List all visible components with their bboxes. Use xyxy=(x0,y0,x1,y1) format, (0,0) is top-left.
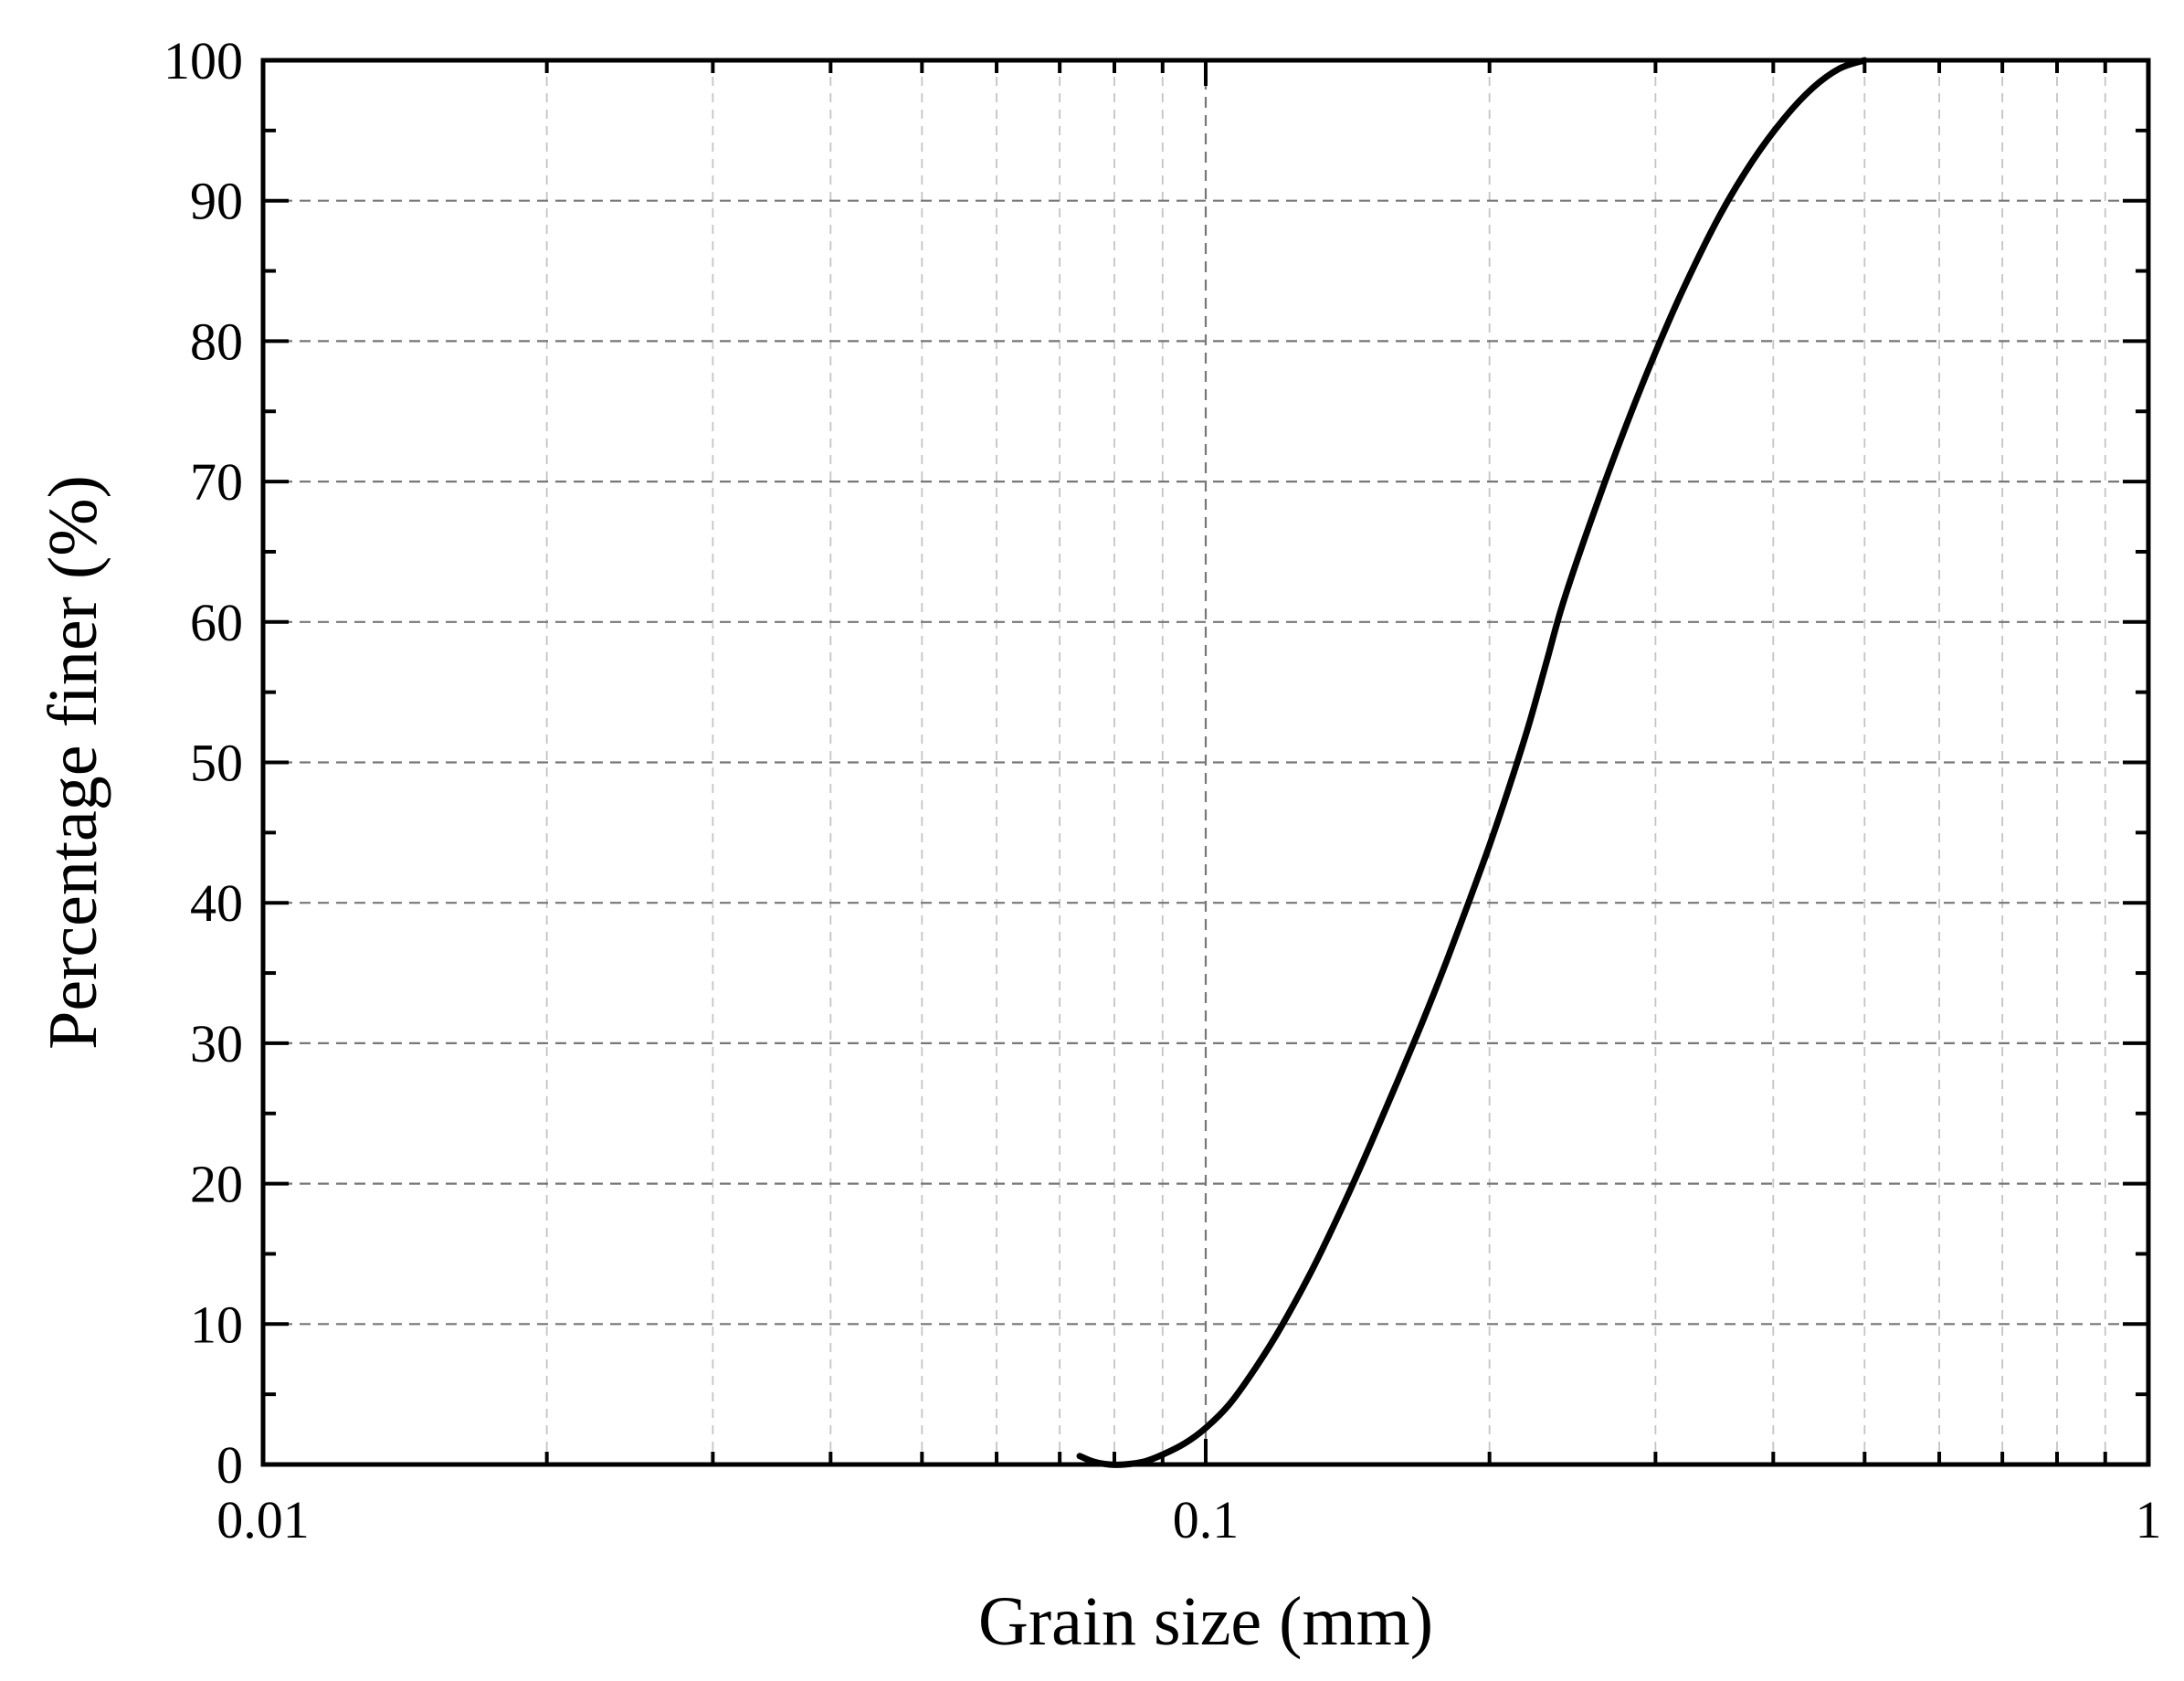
x-axis-title: Grain size (mm) xyxy=(978,1583,1433,1660)
y-tick-label: 40 xyxy=(190,873,243,933)
y-tick-label: 0 xyxy=(216,1435,243,1495)
major-gridlines xyxy=(263,60,2148,1464)
y-tick-label: 100 xyxy=(164,31,243,90)
series-group xyxy=(1076,57,1868,1468)
y-tick-label: 80 xyxy=(190,312,243,371)
x-tick-labels: 0.01 0.1 1 xyxy=(216,1490,2161,1549)
x-tick-label: 1 xyxy=(2136,1490,2162,1549)
plot-frame xyxy=(260,58,2151,1467)
y-axis-title: Percentage finer (%) xyxy=(35,475,111,1050)
y-tick-label: 90 xyxy=(190,172,243,231)
minor-gridlines xyxy=(545,60,2106,1464)
y-tick-label: 10 xyxy=(190,1295,243,1354)
y-tick-labels: 0 10 20 30 40 50 60 70 80 90 100 xyxy=(164,31,243,1495)
y-tick-label: 30 xyxy=(190,1014,243,1073)
x-tick-label: 0.01 xyxy=(216,1490,310,1549)
y-tick-label: 20 xyxy=(190,1155,243,1214)
x-tick-label: 0.1 xyxy=(1173,1490,1240,1549)
y-tick-label: 60 xyxy=(190,593,243,652)
y-tick-label: 70 xyxy=(190,452,243,512)
y-tick-label: 50 xyxy=(190,734,243,793)
series-line xyxy=(1076,57,1868,1468)
